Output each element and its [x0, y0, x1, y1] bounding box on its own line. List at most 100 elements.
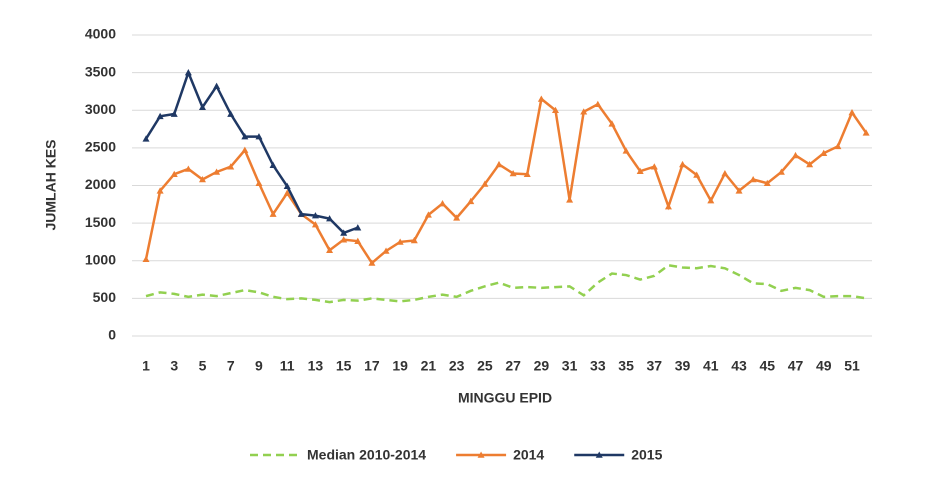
legend-label: Median 2010-2014: [307, 447, 426, 463]
x-tick-label: 19: [392, 358, 408, 374]
x-tick-label: 7: [227, 358, 235, 374]
point-marker: [848, 109, 856, 116]
point-marker: [156, 187, 164, 194]
point-marker: [735, 187, 743, 194]
point-marker: [382, 247, 390, 254]
point-marker: [693, 171, 701, 178]
point-marker: [340, 236, 348, 243]
point-marker: [368, 259, 376, 266]
x-tick-label: 49: [816, 358, 832, 374]
point-marker: [255, 179, 263, 187]
y-tick-label: 2000: [85, 176, 116, 192]
x-tick-label: 45: [759, 358, 775, 374]
point-marker: [566, 196, 574, 203]
x-tick-label: 21: [421, 358, 437, 374]
point-marker: [311, 221, 319, 228]
x-tick-label: 17: [364, 358, 380, 374]
point-marker: [241, 146, 249, 153]
point-marker: [806, 160, 814, 168]
point-marker: [749, 175, 757, 183]
point-marker: [170, 170, 178, 178]
y-axis-title: JUMLAH KES: [43, 139, 59, 230]
series-line: [145, 263, 867, 304]
point-marker: [213, 82, 221, 89]
point-marker: [679, 160, 687, 168]
series-line: [144, 96, 868, 265]
point-marker: [523, 170, 531, 178]
point-marker: [792, 151, 800, 159]
x-tick-label: 33: [590, 358, 606, 374]
point-marker: [481, 180, 489, 187]
x-tick-label: 23: [449, 358, 465, 374]
point-marker: [283, 182, 291, 190]
point-marker: [664, 203, 672, 210]
point-marker: [142, 255, 150, 263]
point-marker: [424, 211, 432, 218]
point-marker: [142, 135, 150, 142]
x-tick-label: 43: [731, 358, 747, 374]
point-marker: [227, 163, 235, 170]
point-marker: [311, 212, 319, 219]
point-marker: [650, 163, 658, 170]
legend-label: 2014: [513, 447, 544, 463]
y-tick-label: 2500: [85, 139, 116, 155]
point-marker: [410, 236, 418, 244]
point-marker: [707, 197, 715, 204]
point-marker: [439, 200, 447, 207]
legend-marker: [477, 451, 485, 458]
series-line: [144, 69, 359, 235]
y-tick-label: 4000: [85, 26, 116, 42]
x-tick-label: 35: [618, 358, 634, 374]
y-tick-label: 3500: [85, 63, 116, 79]
y-tick-label: 500: [93, 289, 117, 305]
x-tick-label: 3: [170, 358, 178, 374]
x-tick-label: 31: [562, 358, 578, 374]
x-tick-label: 9: [255, 358, 263, 374]
point-marker: [467, 197, 475, 205]
x-tick-label: 27: [505, 358, 521, 374]
point-marker: [594, 100, 602, 108]
point-marker: [763, 179, 771, 187]
point-marker: [269, 161, 277, 168]
point-marker: [495, 160, 503, 168]
x-tick-label: 29: [534, 358, 550, 374]
x-tick-label: 37: [647, 358, 663, 374]
point-marker: [622, 147, 630, 154]
point-marker: [636, 167, 644, 175]
point-marker: [156, 112, 164, 120]
legend-label: 2015: [631, 447, 662, 463]
x-tick-label: 15: [336, 358, 352, 374]
point-marker: [608, 120, 616, 127]
legend-marker: [595, 451, 603, 458]
point-marker: [354, 224, 362, 231]
point-marker: [170, 110, 178, 117]
point-marker: [509, 169, 517, 177]
y-tick-label: 0: [108, 327, 116, 343]
point-marker: [198, 175, 206, 183]
point-marker: [453, 214, 461, 221]
x-tick-label: 11: [280, 358, 295, 374]
point-marker: [537, 95, 545, 102]
point-marker: [354, 237, 362, 244]
point-marker: [297, 210, 305, 217]
point-marker: [820, 149, 828, 156]
x-tick-label: 51: [844, 358, 860, 374]
point-marker: [283, 189, 291, 196]
point-marker: [184, 165, 192, 172]
x-tick-label: 5: [199, 358, 207, 374]
x-tick-label: 41: [703, 358, 719, 374]
point-marker: [551, 106, 559, 114]
point-marker: [326, 246, 334, 254]
point-marker: [184, 69, 192, 76]
point-marker: [227, 110, 235, 117]
point-marker: [580, 108, 588, 115]
point-marker: [340, 229, 348, 236]
point-marker: [326, 215, 334, 222]
x-tick-label: 13: [308, 358, 324, 374]
point-marker: [777, 168, 785, 175]
y-tick-label: 1000: [85, 251, 116, 267]
x-tick-label: 47: [788, 358, 804, 374]
y-tick-label: 3000: [85, 101, 116, 117]
x-tick-label: 1: [142, 358, 150, 374]
